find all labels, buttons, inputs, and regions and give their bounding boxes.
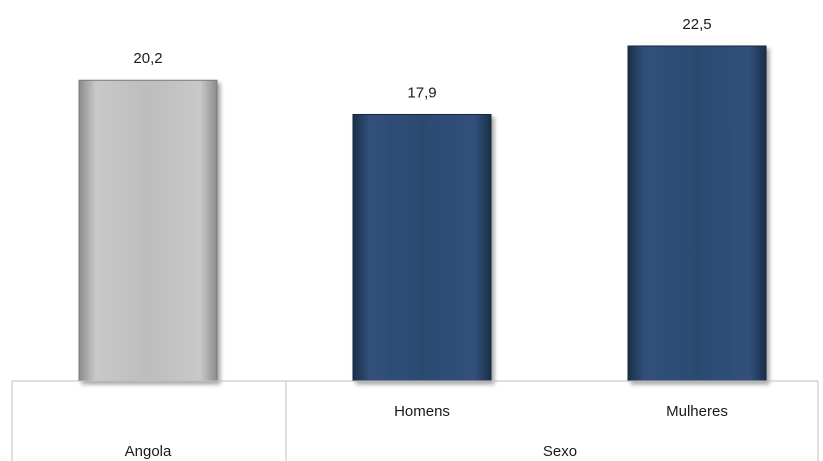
- category-label-homens: Homens: [394, 403, 450, 420]
- value-label-angola: 20,2: [133, 50, 162, 67]
- category-axis: [11, 380, 819, 461]
- category-label-mulheres: Mulheres: [666, 403, 728, 420]
- bar-homens: [352, 113, 492, 382]
- value-label-homens: 17,9: [407, 84, 436, 101]
- bar-mulheres: [627, 45, 767, 382]
- bar-angola: [78, 79, 218, 382]
- value-labels: 20,2 17,9 22,5: [133, 16, 711, 101]
- bars: [78, 45, 767, 382]
- category-labels: Angola Homens Mulheres Sexo: [125, 403, 728, 460]
- group-label-sexo: Sexo: [543, 443, 577, 460]
- group-label-angola: Angola: [125, 443, 172, 460]
- value-label-mulheres: 22,5: [682, 16, 711, 33]
